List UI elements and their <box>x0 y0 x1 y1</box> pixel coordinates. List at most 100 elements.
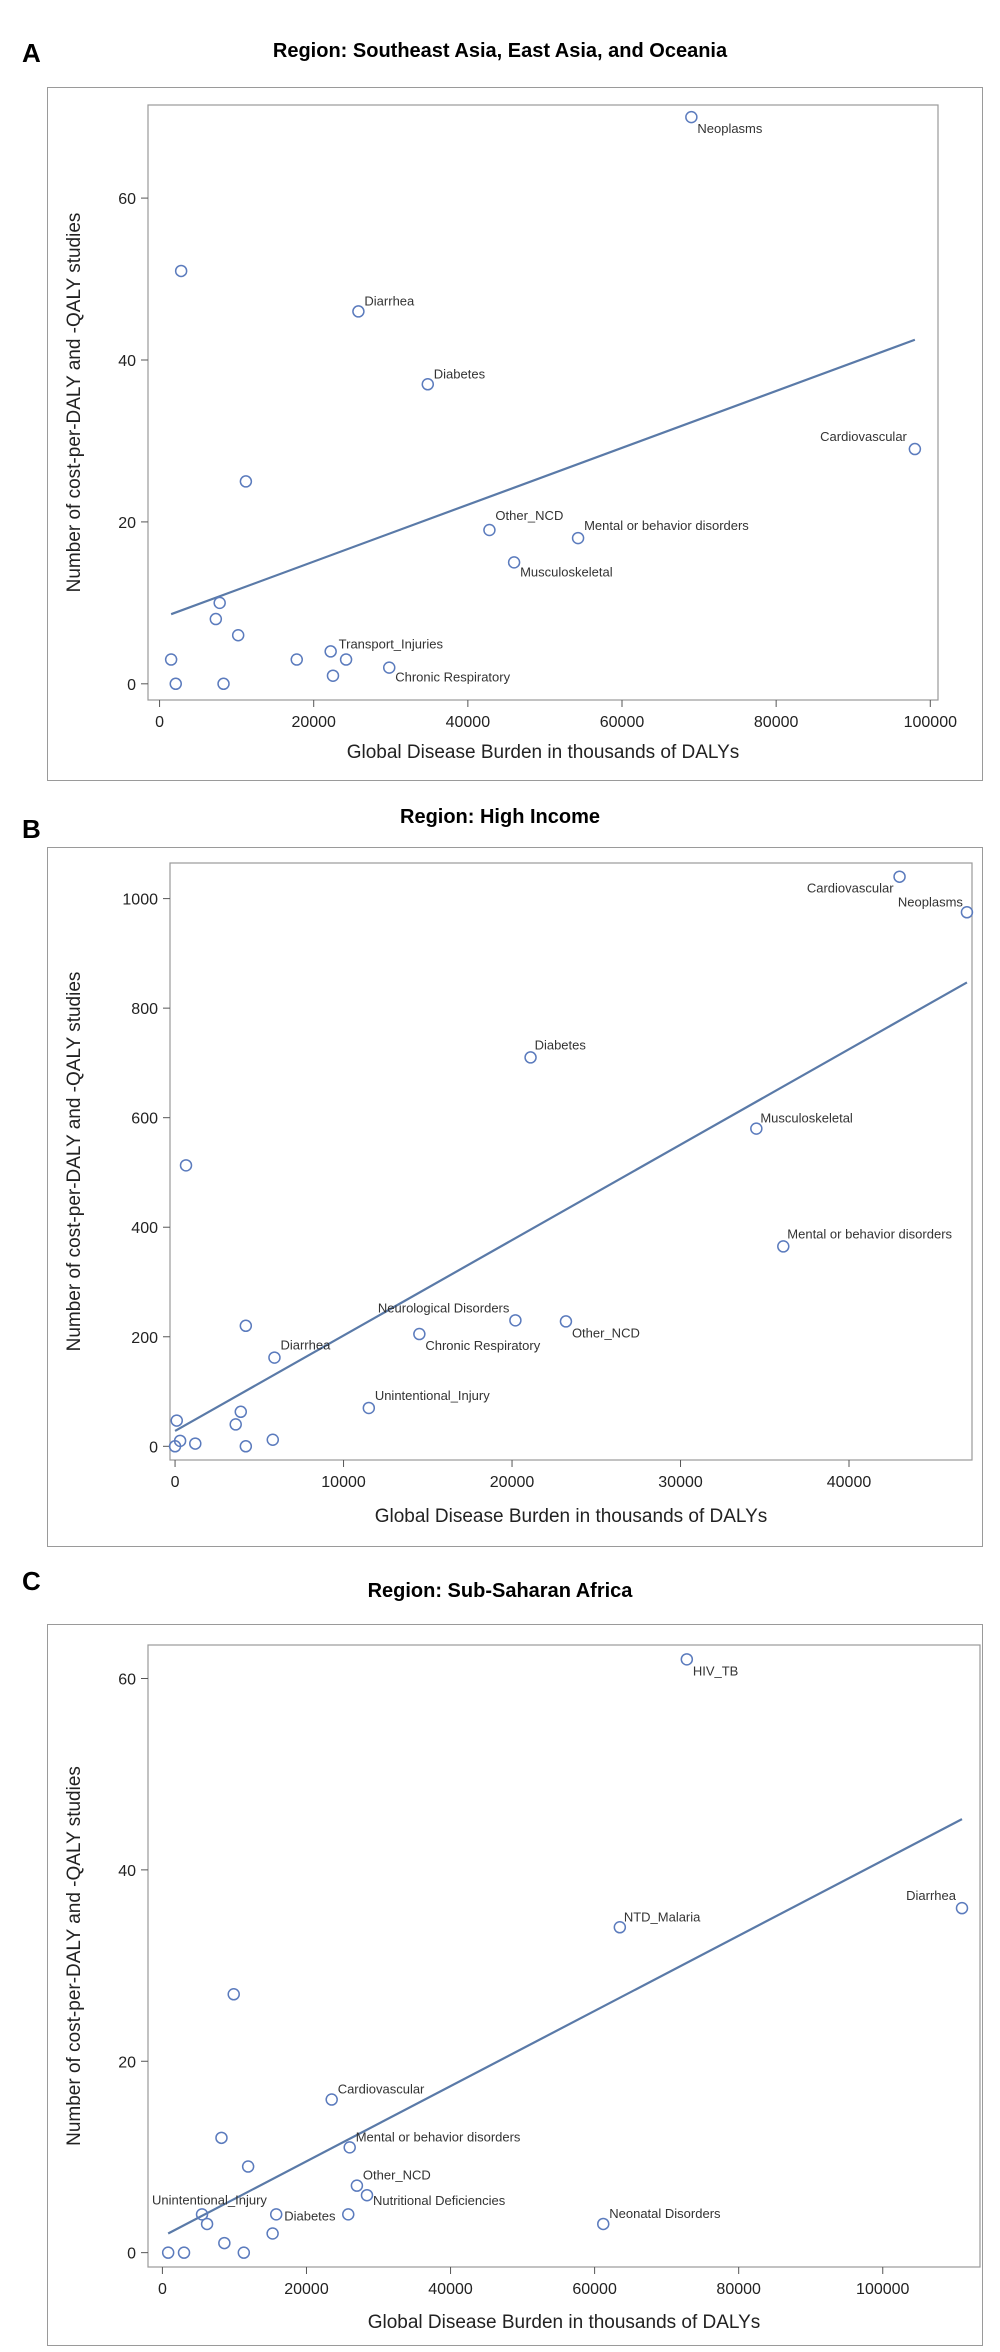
data-point <box>360 2188 374 2202</box>
data-point-label: Mental or behavior disorders <box>584 518 749 533</box>
y-tick-label: 40 <box>118 353 136 370</box>
data-point-label: Other_NCD <box>363 2168 431 2183</box>
y-tick-label: 0 <box>149 1439 158 1456</box>
x-axis-label: Global Disease Burden in thousands of DA… <box>347 742 740 763</box>
data-point-label: Neonatal Disorders <box>609 2206 721 2221</box>
data-point-label: Neoplasms <box>898 894 964 909</box>
data-point <box>362 1401 376 1415</box>
scatter-chart: 0 20000 40000 60000 80000 100000 0 20 40 60 Global… <box>64 104 957 763</box>
x-axis-label: Global Disease Burden in thousands of DA… <box>368 2312 761 2333</box>
panel-b: B Region: High Income 0 10000 20000 30000 40… <box>0 790 1000 1560</box>
x-tick-label: 20000 <box>284 2281 329 2298</box>
data-point <box>613 1921 627 1934</box>
data-point <box>960 906 974 919</box>
data-point <box>350 2179 364 2192</box>
data-point <box>179 1159 193 1172</box>
data-point <box>509 1314 522 1327</box>
data-point <box>339 653 353 666</box>
data-point-label: Transport_Injuries <box>339 636 444 651</box>
x-tick-label: 80000 <box>754 714 799 731</box>
data-point-label: Diabetes <box>535 1037 587 1052</box>
data-point <box>164 653 178 666</box>
data-point <box>234 1405 248 1419</box>
y-tick-label: 600 <box>131 1111 158 1128</box>
x-tick-label: 0 <box>155 714 164 731</box>
data-point <box>266 1433 280 1446</box>
data-point <box>231 628 245 642</box>
data-point <box>170 1414 183 1427</box>
y-axis-label: Number of cost-per-DALY and -QALY studie… <box>64 1766 85 2146</box>
data-point <box>269 2208 283 2221</box>
data-point-label: Unintentional_Injury <box>375 1388 490 1403</box>
y-tick-label: 800 <box>131 1001 158 1018</box>
y-tick-label: 200 <box>131 1330 158 1347</box>
x-tick-label: 40000 <box>446 714 491 731</box>
data-point <box>342 2208 355 2221</box>
scatter-chart: 0 20000 40000 60000 80000 100000 0 20 40 60 Global… <box>64 1644 981 2333</box>
data-point <box>177 2246 191 2259</box>
data-point-label: Chronic Respiratory <box>395 670 510 685</box>
x-tick-label: 0 <box>171 1474 180 1491</box>
data-point <box>189 1437 202 1450</box>
data-point-label: Neoplasms <box>697 121 763 136</box>
chart-title: Region: Southeast Asia, East Asia, and O… <box>272 40 728 62</box>
x-tick-label: 40000 <box>428 2281 473 2298</box>
y-tick-label: 40 <box>118 1863 136 1880</box>
x-tick-label: 10000 <box>321 1474 366 1491</box>
data-point-label: Musculoskeletal <box>760 1111 853 1126</box>
y-tick-label: 1000 <box>122 892 158 909</box>
data-point <box>382 661 396 674</box>
data-point <box>266 2227 279 2240</box>
data-point <box>324 645 337 658</box>
plot-area-frame <box>169 862 973 1461</box>
plot-area-frame <box>147 1644 981 2268</box>
x-tick-label: 40000 <box>827 1474 872 1491</box>
y-axis-label: Number of cost-per-DALY and -QALY studie… <box>64 972 85 1352</box>
x-tick-label: 20000 <box>291 714 336 731</box>
x-tick-label: 100000 <box>856 2281 909 2298</box>
y-tick-label: 20 <box>118 2054 136 2071</box>
panel-letter: C <box>22 1566 41 1596</box>
data-point <box>200 2217 214 2231</box>
data-point <box>209 612 223 626</box>
regression-line <box>167 1818 963 2235</box>
data-point <box>750 1122 763 1135</box>
data-point-label: Other_NCD <box>495 508 563 523</box>
data-point <box>343 2141 356 2154</box>
data-point <box>239 1440 253 1453</box>
chart-outer-frame <box>47 847 983 1547</box>
regression-line <box>170 338 916 616</box>
data-point-label: Neurological Disorders <box>378 1300 510 1315</box>
data-point <box>217 677 230 691</box>
data-point <box>483 523 496 537</box>
x-tick-label: 80000 <box>716 2281 761 2298</box>
regression-line <box>174 981 968 1432</box>
x-tick-label: 60000 <box>600 714 645 731</box>
y-tick-label: 60 <box>118 191 136 208</box>
data-point <box>195 2208 209 2221</box>
data-point <box>229 1418 242 1431</box>
data-point <box>169 677 182 691</box>
panel-letter: B <box>22 814 41 844</box>
x-tick-label: 60000 <box>572 2281 617 2298</box>
data-point <box>908 442 922 456</box>
data-point <box>241 2160 255 2173</box>
data-point-label: Nutritional Deficiencies <box>373 2193 506 2208</box>
data-point-label: HIV_TB <box>693 1663 739 1678</box>
data-point <box>227 1988 240 2001</box>
data-point-label: Cardiovascular <box>807 881 894 896</box>
chart-title: Region: Sub-Saharan Africa <box>367 1580 633 1602</box>
panel-a: A Region: Southeast Asia, East Asia, and… <box>0 0 1000 790</box>
data-point <box>955 1901 969 1915</box>
data-point <box>413 1327 426 1341</box>
data-point <box>268 1351 281 1364</box>
data-point <box>237 2246 251 2259</box>
data-point-label: Diarrhea <box>906 1888 957 1903</box>
data-point <box>597 2217 610 2231</box>
y-tick-label: 60 <box>118 1671 136 1688</box>
data-point <box>777 1240 790 1253</box>
x-tick-label: 0 <box>158 2281 167 2298</box>
x-tick-label: 20000 <box>490 1474 535 1491</box>
data-point-label: Cardiovascular <box>820 429 907 444</box>
data-point <box>218 2236 231 2250</box>
